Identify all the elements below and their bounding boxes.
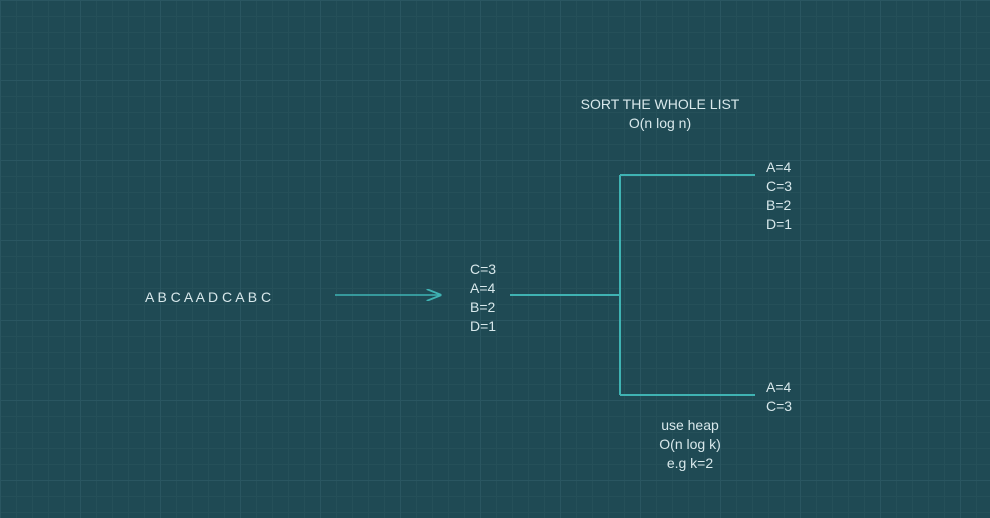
arrow-input-to-counts [325,285,450,306]
input-string-node: A B C A A D C A B C [145,288,271,307]
sorted-full-node: A=4C=3B=2D=1 [766,158,792,234]
counts-node: C=3A=4B=2D=1 [470,260,496,336]
line-trunk-vertical [610,165,631,405]
line-branch-top [610,165,765,186]
heap-note-node: use heapO(n log k)e.g k=2 [640,416,740,473]
line-counts-to-trunk [500,285,630,306]
top-k-node: A=4C=3 [766,378,792,416]
line-branch-bottom [610,385,765,406]
sort-title-node: SORT THE WHOLE LISTO(n log n) [560,95,760,133]
